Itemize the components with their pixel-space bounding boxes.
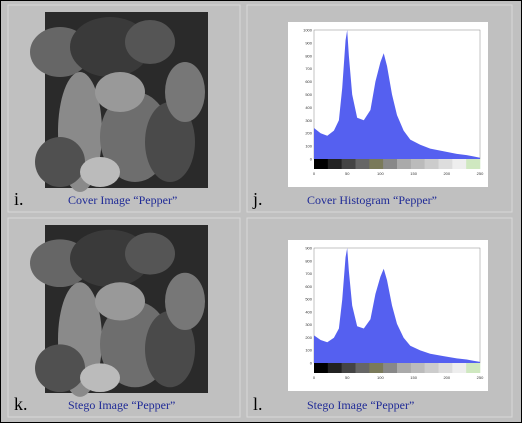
- colorbar-cell: [439, 363, 453, 373]
- y-tick-label: 100: [305, 348, 312, 353]
- y-tick-label: 400: [305, 105, 312, 110]
- colorbar-cell: [411, 159, 425, 169]
- image-shape: [125, 20, 175, 64]
- colorbar-cell: [411, 363, 425, 373]
- x-tick-label: 50: [345, 375, 350, 380]
- x-tick-label: 200: [443, 375, 450, 380]
- y-tick-label: 300: [305, 322, 312, 327]
- y-tick-label: 900: [305, 40, 312, 45]
- panel-caption: Stego Image “Pepper”: [307, 398, 414, 412]
- x-tick-label: 200: [443, 171, 450, 176]
- colorbar-cell: [383, 363, 397, 373]
- image-shape: [35, 344, 85, 392]
- panel-caption: Stego Image “Pepper”: [68, 398, 175, 412]
- y-tick-label: 400: [305, 309, 312, 314]
- image-shape: [95, 72, 145, 112]
- colorbar-cell: [328, 159, 342, 169]
- y-tick-label: 1000: [303, 28, 313, 33]
- pepper-image: [30, 225, 208, 397]
- colorbar-cell: [369, 363, 383, 373]
- colorbar-cell: [314, 363, 328, 373]
- image-shape: [80, 157, 120, 187]
- colorbar-cell: [397, 159, 411, 169]
- colorbar-cell: [356, 159, 370, 169]
- panel-caption: Cover Image “Pepper”: [68, 193, 177, 207]
- image-shape: [35, 137, 85, 187]
- y-tick-label: 800: [305, 258, 312, 263]
- panel-label: j.: [252, 189, 263, 209]
- colorbar-cell: [466, 159, 480, 169]
- colorbar-cell: [369, 159, 383, 169]
- colorbar-cell: [452, 363, 466, 373]
- colorbar-cell: [425, 363, 439, 373]
- colorbar-cell: [314, 159, 328, 169]
- colorbar-cell: [466, 363, 480, 373]
- page: {"figure": {"panels": [ {"label": "i.", …: [0, 0, 522, 423]
- colorbar-cell: [356, 363, 370, 373]
- panel-label: l.: [253, 394, 263, 414]
- x-tick-label: 100: [377, 375, 384, 380]
- y-tick-label: 500: [305, 297, 312, 302]
- colorbar-cell: [342, 363, 356, 373]
- x-tick-label: 50: [345, 171, 350, 176]
- x-tick-label: 150: [410, 171, 417, 176]
- y-tick-label: 600: [305, 284, 312, 289]
- y-tick-label: 200: [305, 131, 312, 136]
- pepper-image: [30, 12, 208, 192]
- y-tick-label: 600: [305, 79, 312, 84]
- colorbar-cell: [425, 159, 439, 169]
- colorbar-cell: [383, 159, 397, 169]
- panel-label: k.: [14, 394, 28, 414]
- image-shape: [125, 233, 175, 275]
- x-tick-label: 100: [377, 171, 384, 176]
- y-tick-label: 100: [305, 144, 312, 149]
- colorbar-cell: [328, 363, 342, 373]
- x-tick-label: 250: [477, 171, 484, 176]
- y-tick-label: 500: [305, 92, 312, 97]
- y-tick-label: 700: [305, 66, 312, 71]
- y-tick-label: 800: [305, 53, 312, 58]
- image-shape: [165, 62, 205, 122]
- x-tick-label: 150: [410, 375, 417, 380]
- y-tick-label: 300: [305, 118, 312, 123]
- colorbar-cell: [397, 363, 411, 373]
- image-shape: [80, 363, 120, 392]
- y-tick-label: 200: [305, 335, 312, 340]
- colorbar-cell: [342, 159, 356, 169]
- x-tick-label: 250: [477, 375, 484, 380]
- panel-caption: Cover Histogram “Pepper”: [307, 193, 437, 207]
- figure: i.Cover Image “Pepper”010020030040050060…: [0, 0, 522, 423]
- image-shape: [165, 273, 205, 330]
- y-tick-label: 900: [305, 246, 312, 251]
- panel-label: i.: [14, 189, 24, 209]
- colorbar-cell: [452, 159, 466, 169]
- y-tick-label: 700: [305, 271, 312, 276]
- colorbar-cell: [439, 159, 453, 169]
- image-shape: [95, 282, 145, 320]
